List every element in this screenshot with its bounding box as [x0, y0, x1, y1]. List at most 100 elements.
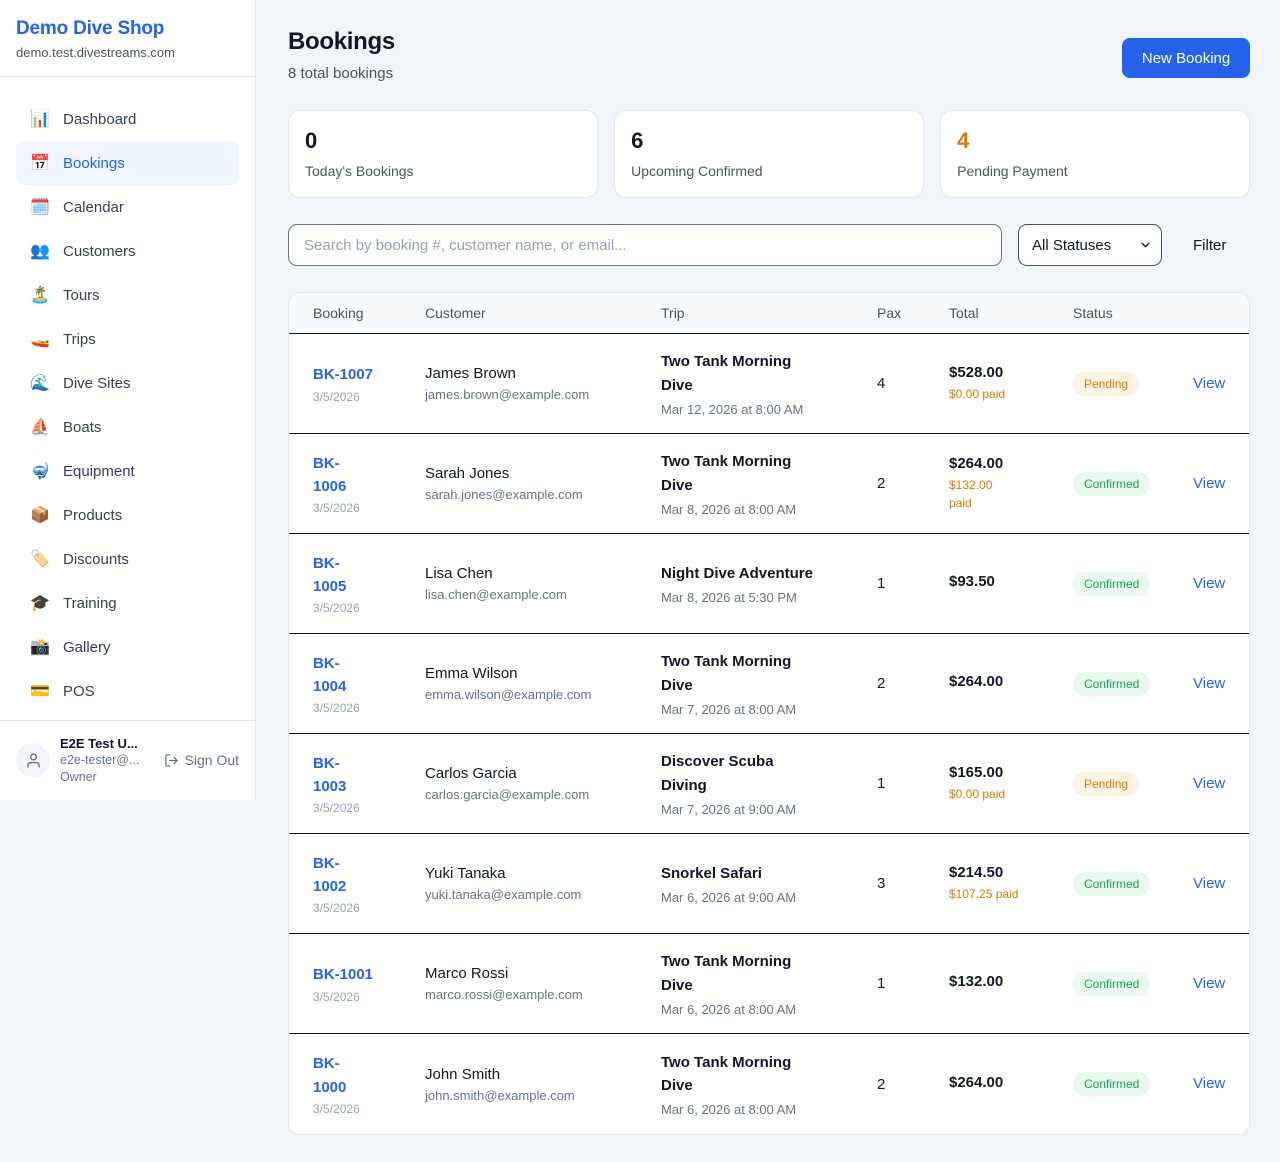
status-badge: Confirmed	[1073, 1072, 1151, 1096]
sidebar-item-tours[interactable]: 🏝️ Tours	[16, 273, 239, 317]
sidebar-item-label: POS	[63, 682, 95, 700]
booking-date: 3/5/2026	[313, 601, 360, 616]
total-amount: $93.50	[949, 573, 995, 590]
bar-chart-icon: 📊	[30, 111, 50, 128]
booking-id-link[interactable]: BK- 1006	[313, 454, 347, 495]
view-link[interactable]: View	[1193, 674, 1226, 692]
status-badge: Confirmed	[1073, 571, 1151, 596]
sidebar-header: Demo Dive Shop demo.test.divestreams.com	[0, 0, 255, 77]
sidebar-item-label: Dashboard	[63, 110, 137, 128]
view-link[interactable]: View	[1193, 374, 1226, 392]
trip-datetime: Mar 8, 2026 at 8:00 AM	[661, 501, 797, 517]
table-row: BK- 1000 3/5/2026 John Smith john.smith@…	[289, 1034, 1249, 1134]
sidebar: Demo Dive Shop demo.test.divestreams.com…	[0, 0, 256, 800]
sidebar-item-label: Boats	[63, 418, 102, 436]
column-header-customer: Customer	[425, 305, 486, 321]
new-booking-button[interactable]: New Booking	[1121, 38, 1251, 78]
user-name: E2E Test U...	[60, 735, 138, 751]
trip-name: Two Tank Morning Dive	[661, 453, 792, 494]
booking-id-link[interactable]: BK- 1002	[313, 854, 347, 895]
column-header-status: Status	[1073, 305, 1113, 321]
booking-date: 3/5/2026	[313, 801, 360, 816]
sidebar-item-bookings[interactable]: 📅 Bookings	[16, 141, 239, 185]
trip-name: Snorkel Safari	[661, 864, 762, 882]
paid-amount: $132.00 paid	[949, 478, 993, 510]
bookings-table: Booking Customer Trip Pax Total Status B…	[288, 292, 1251, 1135]
view-link[interactable]: View	[1193, 1075, 1226, 1092]
page-subtitle: 8 total bookings	[288, 65, 394, 82]
sidebar-item-customers[interactable]: 👥 Customers	[16, 229, 239, 273]
customer-name: James Brown	[425, 365, 516, 382]
spiral-calendar-icon: 🗓️	[30, 199, 50, 216]
booking-date: 3/5/2026	[313, 501, 360, 516]
view-link[interactable]: View	[1193, 474, 1226, 492]
view-link[interactable]: View	[1193, 974, 1226, 992]
wave-icon: 🌊	[30, 375, 50, 392]
pax-count: 4	[877, 375, 886, 392]
customer-email: lisa.chen@example.com	[425, 587, 567, 602]
camera-icon: 📸	[30, 639, 50, 656]
sidebar-item-trips[interactable]: 🚤 Trips	[16, 317, 239, 361]
booking-id-link[interactable]: BK-1007	[313, 366, 374, 384]
paid-amount: $107.25 paid	[949, 887, 1019, 901]
status-badge: Confirmed	[1073, 871, 1151, 896]
table-row: BK- 1005 3/5/2026 Lisa Chen lisa.chen@ex…	[289, 534, 1250, 634]
sidebar-item-dashboard[interactable]: 📊 Dashboard	[16, 97, 239, 141]
total-amount: $165.00	[949, 764, 1004, 781]
booking-id-link[interactable]: BK- 1000	[313, 1055, 347, 1096]
booking-id-link[interactable]: BK- 1004	[313, 654, 347, 695]
sidebar-item-dive-sites[interactable]: 🌊 Dive Sites	[16, 361, 239, 405]
view-link[interactable]: View	[1193, 874, 1226, 892]
sidebar-item-gallery[interactable]: 📸 Gallery	[16, 625, 239, 669]
sidebar-item-calendar[interactable]: 🗓️ Calendar	[16, 185, 239, 229]
table-row: BK-1001 3/5/2026 Marco Rossi marco.rossi…	[289, 934, 1250, 1034]
sidebar-item-products[interactable]: 📦 Products	[16, 493, 239, 537]
booking-date: 3/5/2026	[313, 389, 360, 404]
customer-name: John Smith	[425, 1065, 501, 1083]
total-amount: $528.00	[949, 364, 1004, 381]
user-info: E2E Test U... e2e-tester@... Owner	[60, 735, 139, 786]
view-link[interactable]: View	[1193, 774, 1226, 792]
sidebar-item-pos[interactable]: 💳 POS	[16, 669, 239, 713]
status-select[interactable]: All Statuses	[1018, 224, 1162, 266]
pax-count: 3	[877, 875, 886, 892]
table-row: BK- 1002 3/5/2026 Yuki Tanaka yuki.tanak…	[289, 834, 1250, 934]
customer-email: james.brown@example.com	[425, 387, 590, 402]
trip-name: Night Dive Adventure	[661, 564, 813, 582]
status-badge: Confirmed	[1073, 671, 1151, 696]
stat-value: 0	[305, 128, 318, 153]
booking-date: 3/5/2026	[313, 901, 360, 916]
sidebar-item-boats[interactable]: ⛵ Boats	[16, 405, 239, 449]
column-header-booking: Booking	[313, 305, 364, 321]
sidebar-item-equipment[interactable]: 🤿 Equipment	[16, 449, 239, 493]
filter-label[interactable]: Filter	[1193, 236, 1227, 254]
calendar-icon: 📅	[30, 155, 50, 172]
booking-id-link[interactable]: BK- 1005	[313, 554, 347, 595]
pax-count: 2	[877, 1075, 886, 1093]
booking-id-link[interactable]: BK-1001	[313, 966, 374, 984]
view-link[interactable]: View	[1193, 574, 1226, 592]
sidebar-item-training[interactable]: 🎓 Training	[16, 581, 239, 625]
avatar	[16, 743, 50, 778]
sidebar-item-label: Tours	[63, 286, 100, 304]
customer-name: Marco Rossi	[425, 965, 509, 982]
search-input[interactable]	[288, 224, 1002, 266]
sidebar-item-label: Equipment	[63, 462, 135, 480]
graduation-cap-icon: 🎓	[30, 595, 50, 612]
booking-id-link[interactable]: BK- 1003	[313, 754, 347, 795]
sidebar-item-label: Bookings	[63, 154, 125, 172]
sidebar-item-label: Gallery	[63, 638, 111, 656]
trip-name: Two Tank Morning Dive	[661, 653, 792, 694]
user-section: E2E Test U... e2e-tester@... Owner Sign …	[0, 719, 255, 800]
sidebar-nav: 📊 Dashboard 📅 Bookings 🗓️ Calendar 👥 Cus…	[0, 77, 255, 713]
trip-datetime: Mar 6, 2026 at 9:00 AM	[661, 890, 797, 906]
credit-card-icon: 💳	[30, 683, 50, 700]
customer-email: john.smith@example.com	[425, 1087, 575, 1103]
sidebar-item-discounts[interactable]: 🏷️ Discounts	[16, 537, 239, 581]
sign-out-button[interactable]: Sign Out	[164, 752, 239, 768]
sidebar-item-label: Dive Sites	[63, 374, 131, 392]
tag-icon: 🏷️	[30, 551, 50, 568]
total-amount: $214.50	[949, 864, 1004, 881]
page-title: Bookings	[288, 28, 395, 55]
